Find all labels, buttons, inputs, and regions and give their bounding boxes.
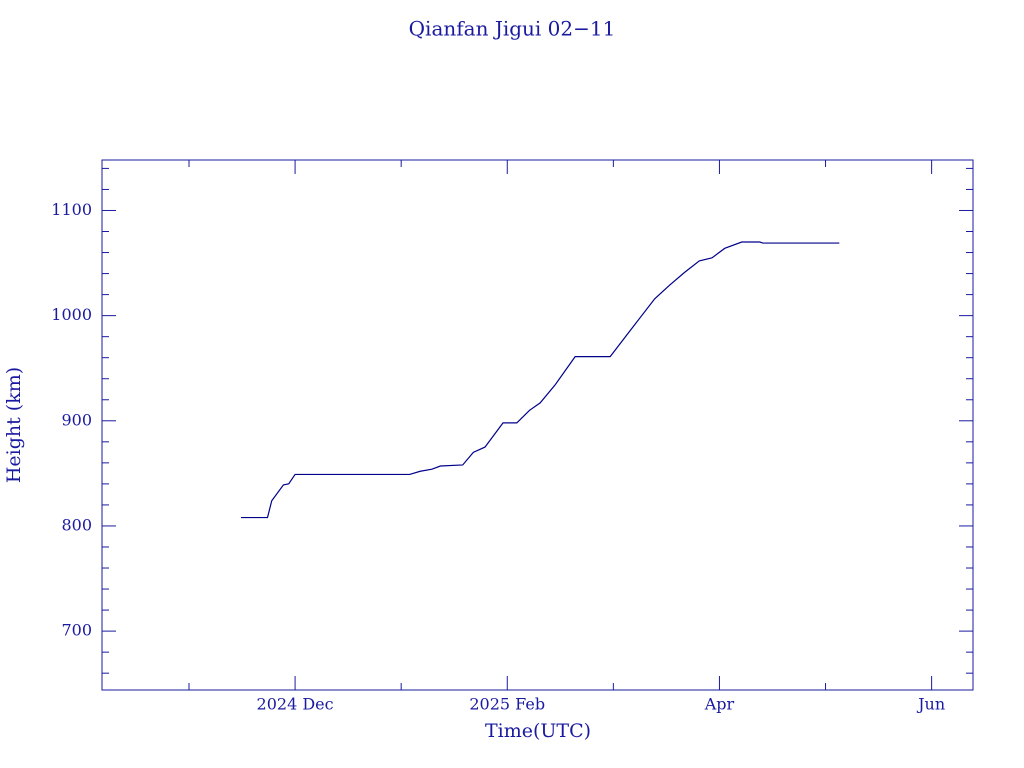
y-tick-label: 1000 [51,305,92,324]
chart-title: Qianfan Jigui 02−11 [409,17,616,41]
y-tick-label: 900 [61,410,92,429]
y-axis-title: Height (km) [3,367,25,483]
x-tick-label: 2024 Dec [257,695,334,714]
y-tick-label: 700 [61,621,92,640]
plot-frame [101,159,974,691]
x-tick-label: 2025 Feb [469,695,545,714]
x-tick-label: Jun [916,695,945,714]
data-line [240,241,840,519]
y-tick-label: 800 [61,515,92,534]
x-tick-label: Apr [704,695,735,714]
y-tick-label: 1100 [51,200,92,219]
x-axis-title: Time(UTC) [485,720,591,742]
